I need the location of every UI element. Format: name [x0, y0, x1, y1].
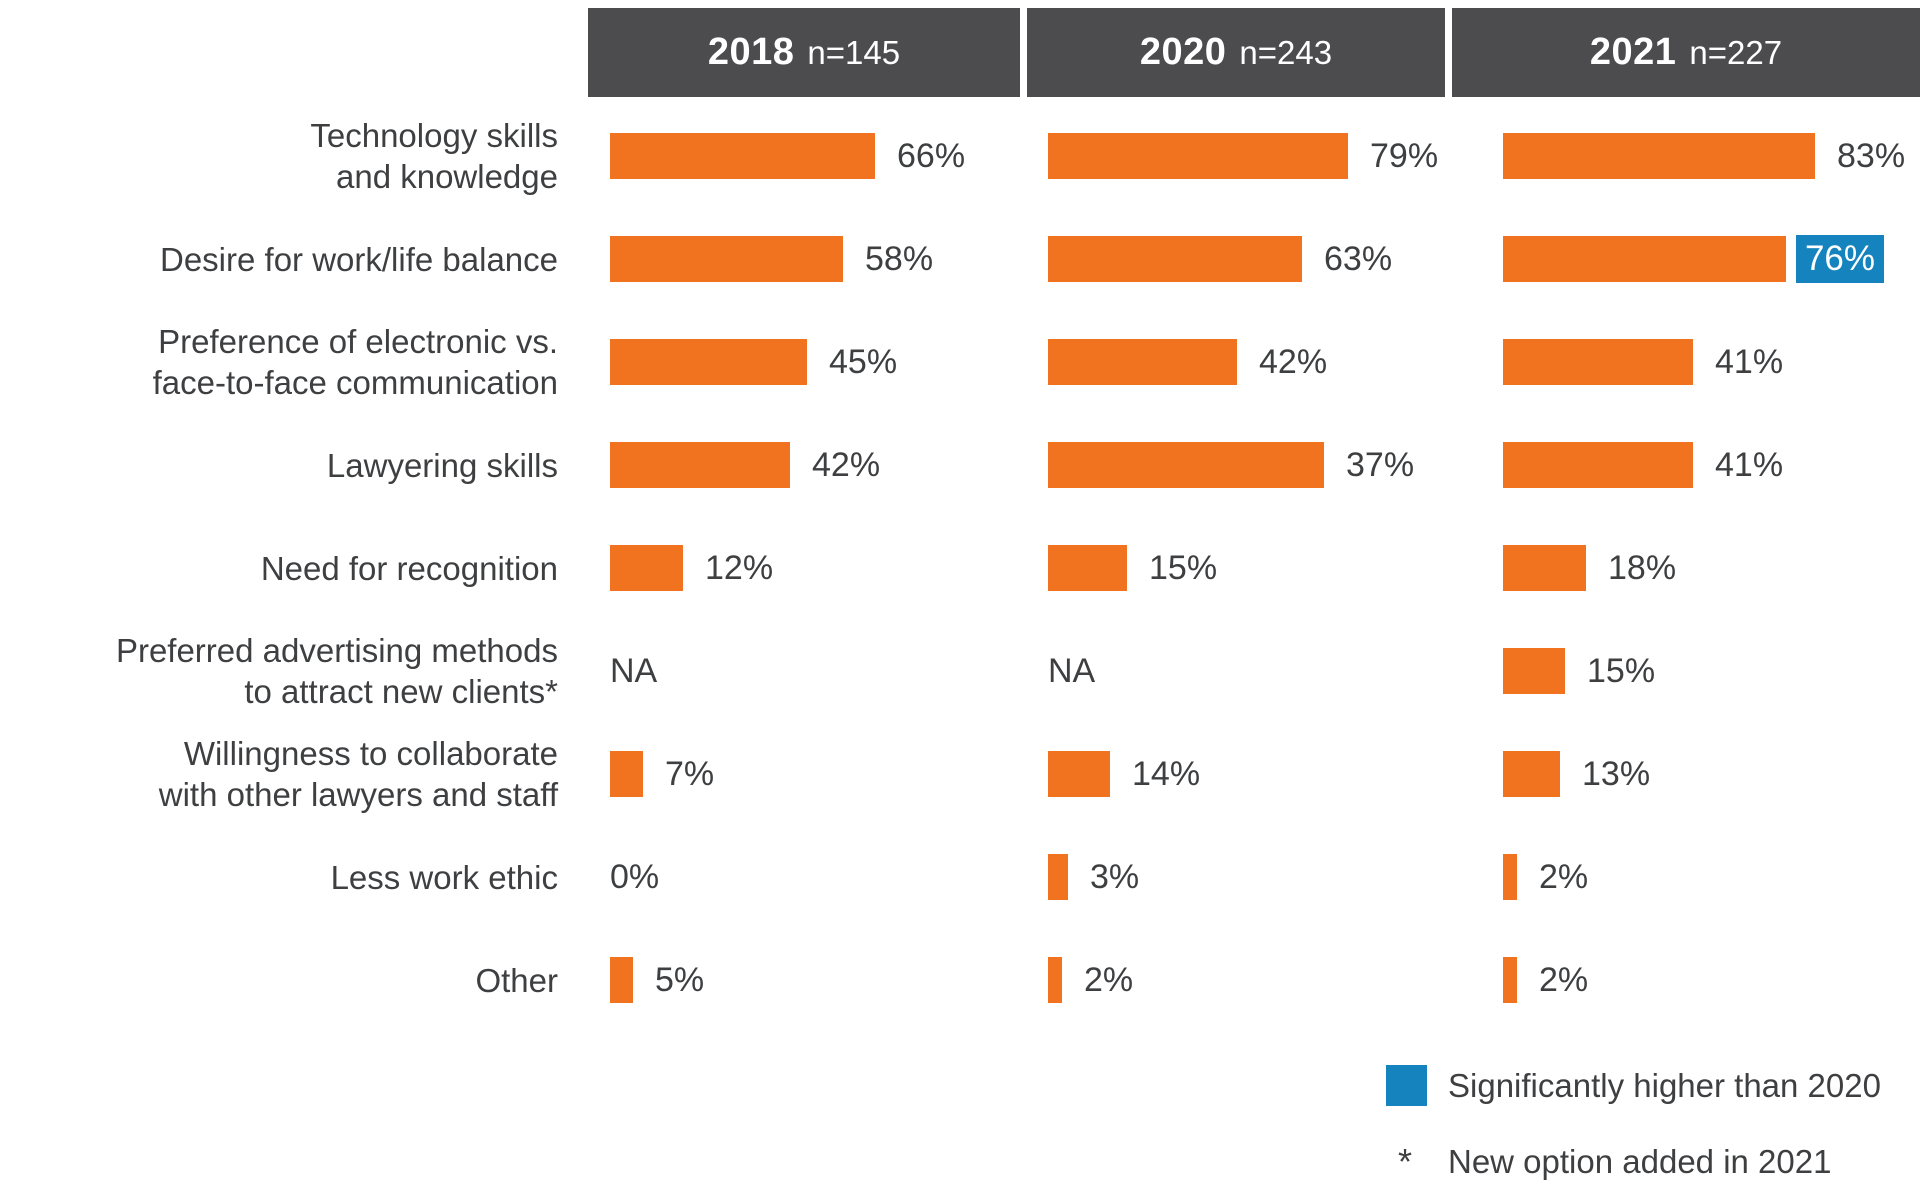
row-label: Other: [475, 961, 558, 999]
bar-value-label: 18%: [1608, 549, 1677, 587]
bar-2018: [610, 957, 633, 1003]
bar-value-label: 3%: [1090, 858, 1140, 896]
bar-2020: [1048, 751, 1110, 797]
bar-2021: [1503, 648, 1565, 694]
bar-2020: [1048, 442, 1324, 488]
bar-value-label: 2%: [1539, 858, 1589, 896]
bar-2018: [610, 442, 790, 488]
bar-value-label: 63%: [1324, 240, 1393, 278]
bar-2018: [610, 545, 683, 591]
bar-2020: [1048, 133, 1348, 179]
bar-value-label: 7%: [665, 755, 715, 793]
bar-value-label: 2%: [1539, 961, 1589, 999]
row-label: Desire for work/life balance: [160, 240, 558, 278]
bar-value-label: 5%: [655, 961, 705, 999]
column-year-label: 2018: [707, 31, 795, 73]
bar-2021: [1503, 751, 1560, 797]
footnote-asterisk: *: [1398, 1141, 1413, 1182]
bar-value-label: 41%: [1715, 446, 1784, 484]
column-sample-size-label: n=227: [1689, 33, 1783, 71]
bar-value-label: 15%: [1587, 652, 1656, 690]
legend-swatch-significantly-higher: [1386, 1065, 1427, 1106]
highlight-badge-significantly-higher: 76%: [1796, 235, 1884, 283]
row-label: Preference of electronic vs. face-to-fac…: [152, 323, 558, 401]
column-sample-size-label: n=145: [807, 33, 901, 71]
bar-2021: [1503, 442, 1693, 488]
bar-2021: [1503, 545, 1586, 591]
bar-value-label: 13%: [1582, 755, 1651, 793]
bar-2018: [610, 133, 875, 179]
bar-value-label: 42%: [812, 446, 881, 484]
bar-2018: [610, 751, 643, 797]
row-label: Need for recognition: [260, 549, 558, 587]
bar-value-label: 45%: [829, 343, 898, 381]
bar-value-label: 66%: [897, 137, 966, 175]
bar-2020: [1048, 957, 1062, 1003]
bar-2021: [1503, 854, 1517, 900]
footnote-text: New option added in 2021: [1448, 1143, 1832, 1180]
bar-2021: [1503, 133, 1815, 179]
bar-2021: [1503, 957, 1517, 1003]
bar-2018: [610, 236, 843, 282]
bar-2020: [1048, 339, 1237, 385]
column-header-2020: 2020 n=243: [1027, 8, 1445, 97]
legend-label: Significantly higher than 2020: [1448, 1066, 1881, 1104]
column-header-2018: 2018 n=145: [588, 8, 1020, 97]
value-na: NA: [1048, 652, 1096, 690]
value-na: NA: [610, 652, 658, 690]
bar-2020: [1048, 854, 1068, 900]
bar-value-label: 37%: [1346, 446, 1415, 484]
column-header-2021: 2021 n=227: [1452, 8, 1920, 97]
row-label: Less work ethic: [330, 858, 558, 896]
value-zero: 0%: [610, 858, 660, 896]
bar-2021: [1503, 236, 1786, 282]
bar-value-label: 14%: [1132, 755, 1201, 793]
bar-value-label: 12%: [705, 549, 774, 587]
bar-value-label: 41%: [1715, 343, 1784, 381]
bar-2018: [610, 339, 807, 385]
bar-value-label: 83%: [1837, 137, 1906, 175]
bar-value-label: 2%: [1084, 961, 1134, 999]
bar-value-label: 42%: [1259, 343, 1328, 381]
bar-value-label: 79%: [1370, 137, 1439, 175]
bar-value-label: 15%: [1149, 549, 1218, 587]
row-label: Lawyering skills: [326, 446, 558, 484]
column-sample-size-label: n=243: [1239, 33, 1333, 71]
row-label: Willingness to collaborate with other la…: [158, 735, 558, 813]
column-year-label: 2020: [1139, 31, 1227, 73]
row-label: Technology skills and knowledge: [310, 117, 558, 195]
bar-2021: [1503, 339, 1693, 385]
column-year-label: 2021: [1589, 31, 1677, 73]
bar-value-label: 58%: [865, 240, 934, 278]
bar-2020: [1048, 236, 1302, 282]
row-label: Preferred advertising methods to attract…: [115, 632, 558, 710]
bar-2020: [1048, 545, 1127, 591]
